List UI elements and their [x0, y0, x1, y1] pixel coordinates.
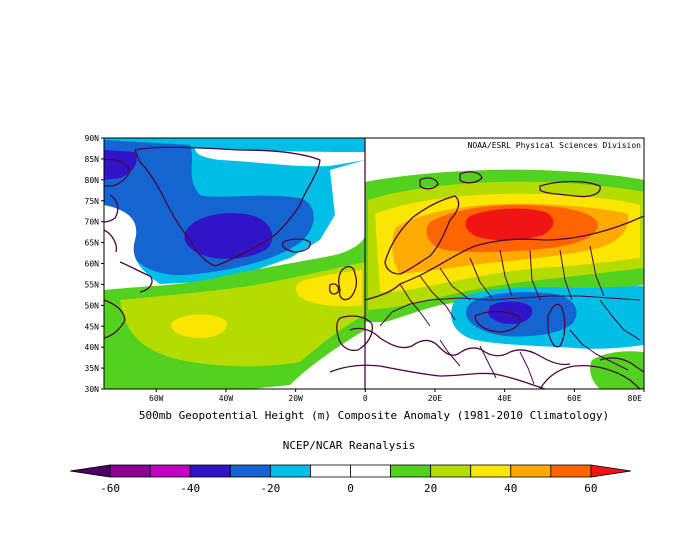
- colorbar-tick-label: 60: [584, 482, 597, 495]
- lat-tick-label: 65N: [85, 239, 100, 248]
- lat-tick-label: 50N: [85, 301, 100, 310]
- coast-mediterranean: [349, 327, 571, 366]
- colorbar-bin: [550, 464, 592, 478]
- map-panel: [104, 138, 644, 389]
- colorbar-bin: [109, 464, 151, 478]
- coast-scandinavia: [384, 195, 460, 275]
- lon-tick-label: 0: [363, 394, 368, 403]
- colorbar: [69, 464, 632, 478]
- colorbar-tick-label: 40: [504, 482, 517, 495]
- colorbar-bin: [510, 464, 552, 478]
- anomaly-shading: [104, 138, 644, 389]
- colorbar-bin: [350, 464, 391, 478]
- lat-tick-label: 80N: [85, 176, 100, 185]
- lat-tick-label: 60N: [85, 260, 100, 269]
- colorbar-tick-label: -40: [180, 482, 200, 495]
- coast-iceland: [281, 238, 311, 253]
- data-source: NCEP/NCAR Reanalysis: [283, 439, 415, 452]
- credit-text: NOAA/ESRL Physical Sciences Division: [468, 141, 642, 150]
- longitude-axis: 60W 40W 20W 0 20E 40E 60E 80E: [149, 389, 645, 403]
- coast-arabia: [539, 357, 644, 389]
- colorbar-bin: [470, 464, 512, 478]
- shade-pos-60-eurasia: [465, 208, 554, 241]
- coastlines: [104, 146, 644, 389]
- lon-tick-label: 60W: [149, 394, 164, 403]
- shade-pos-30-mid-atlantic: [295, 270, 362, 307]
- colorbar-bin: [229, 464, 271, 478]
- colorbar-bin: [149, 464, 191, 478]
- colorbar-bin: [310, 464, 351, 478]
- colorbar-bin: [390, 464, 432, 478]
- colorbar-bin: [269, 464, 311, 478]
- colorbar-tick-label: 20: [424, 482, 437, 495]
- lat-tick-label: 90N: [85, 134, 100, 143]
- lat-tick-label: 55N: [85, 280, 100, 289]
- lat-tick-label: 30N: [85, 385, 100, 394]
- coast-svalbard: [419, 171, 601, 198]
- lon-tick-label: 60E: [567, 394, 582, 403]
- coast-caspian: [547, 303, 566, 348]
- colorbar-bin: [590, 464, 632, 478]
- shade-pos-10-southeast: [590, 351, 644, 389]
- coast-british-isles: [328, 265, 357, 301]
- shade-neg-30-greenland: [184, 213, 273, 259]
- map-caption: 500mb Geopotential Height (m) Composite …: [139, 409, 609, 422]
- lat-tick-label: 70N: [85, 218, 100, 227]
- lat-tick-label: 45N: [85, 322, 100, 331]
- shade-zero-north: [195, 148, 365, 167]
- coast-greenland: [134, 146, 321, 267]
- colorbar-bin: [69, 464, 111, 478]
- colorbar-bin: [430, 464, 472, 478]
- colorbar-bin: [189, 464, 231, 478]
- lon-tick-label: 40W: [219, 394, 234, 403]
- shade-pos-30-atlantic: [171, 314, 228, 338]
- shade-zero-labrador: [104, 205, 160, 292]
- colorbar-tick-label: -20: [260, 482, 280, 495]
- lon-tick-label: 80E: [628, 394, 643, 403]
- colorbar-labels: -60 -40 -20 0 20 40 60: [100, 482, 597, 495]
- country-borders: [379, 245, 641, 385]
- lat-tick-label: 40N: [85, 343, 100, 352]
- lat-tick-label: 35N: [85, 364, 100, 373]
- lon-tick-label: 40E: [497, 394, 512, 403]
- coast-black-sea: [474, 310, 521, 333]
- lon-tick-label: 20E: [428, 394, 443, 403]
- latitude-axis: 90N 85N 80N 75N 70N 65N 60N 55N 50N 45N 40N 35N 30N: [85, 134, 104, 394]
- lat-tick-label: 75N: [85, 197, 100, 206]
- colorbar-tick-label: 0: [347, 482, 354, 495]
- coast-canadian-arctic: [104, 158, 153, 339]
- lat-tick-label: 85N: [85, 155, 100, 164]
- lon-tick-label: 20W: [288, 394, 303, 403]
- colorbar-tick-label: -60: [100, 482, 120, 495]
